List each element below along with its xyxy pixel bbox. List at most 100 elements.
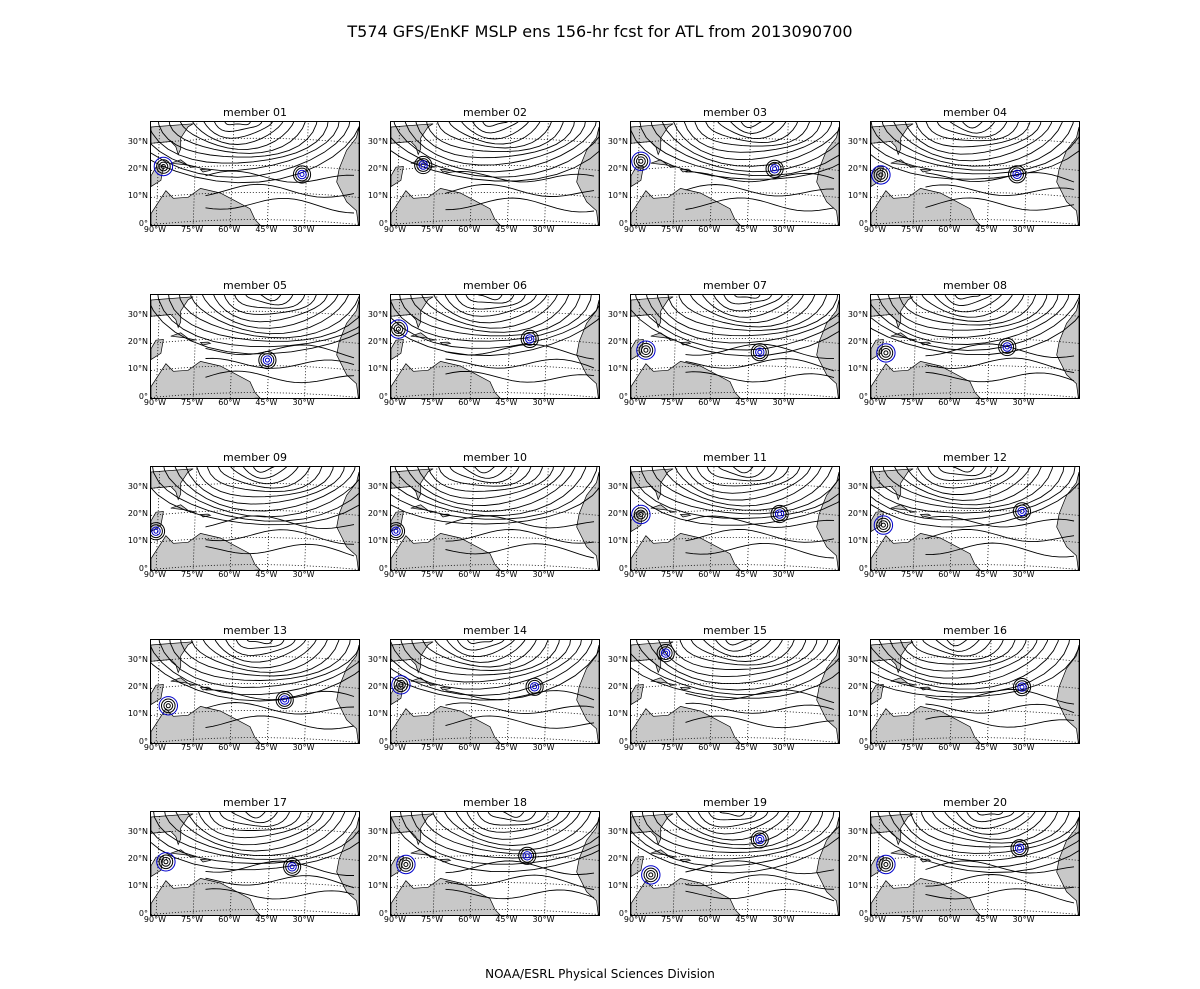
parallel-line	[871, 882, 1079, 888]
storm-contour-1	[1014, 171, 1020, 177]
isobar	[705, 122, 798, 144]
land-afr	[816, 644, 839, 743]
meridian-line	[469, 467, 475, 570]
storm-contour-1	[757, 349, 763, 355]
isobar	[944, 295, 992, 306]
map-frame	[870, 294, 1080, 399]
isobar	[925, 715, 1075, 728]
map-panel: member 03 30°N 20°N 10°N 0° 90°W 75°W 60°W 45°W 3…	[608, 107, 840, 234]
lon-label: 90°W	[863, 570, 886, 579]
map-panel: member 12 30°N 20°N 10°N 0° 90°W 75°W 60°W 45°W 3…	[848, 452, 1080, 579]
lat-label: 30°N	[367, 137, 388, 147]
storm-contour-1	[153, 528, 159, 534]
land-afr	[576, 299, 599, 398]
storm-contour-1	[663, 650, 669, 656]
land-mex	[631, 684, 644, 706]
lat-label: 20°N	[847, 509, 868, 519]
map-frame	[150, 121, 360, 226]
lat-label: 10°N	[127, 364, 148, 374]
isobar	[163, 467, 359, 518]
meridian-line	[784, 123, 789, 225]
land-sa	[631, 361, 741, 398]
map-panel: member 19 30°N 20°N 10°N 0° 90°W 75°W 60°W 45°W 3…	[608, 797, 840, 924]
low-contour-3	[393, 677, 409, 693]
low-contour-1	[395, 326, 401, 332]
lat-label: 0°	[378, 563, 388, 573]
storm-contour-4	[1012, 678, 1032, 697]
isobar	[871, 646, 1079, 698]
meridian-line	[155, 126, 161, 225]
isobar	[706, 467, 778, 482]
parallel-line	[391, 537, 599, 543]
isobar	[445, 184, 595, 197]
isobar	[205, 183, 355, 198]
isobar	[168, 122, 306, 154]
isobar	[702, 295, 794, 318]
isobar	[685, 197, 835, 212]
lon-label: 45°W	[975, 225, 998, 234]
isobar	[906, 467, 1021, 495]
isobar	[152, 467, 359, 522]
meridian-line	[912, 468, 918, 570]
lon-label: 90°W	[143, 225, 166, 234]
mslp-map	[391, 640, 599, 743]
isobar	[202, 640, 317, 669]
isobar	[472, 122, 519, 134]
low-contour-1	[638, 512, 644, 517]
isobar	[955, 812, 1025, 829]
isobar	[411, 640, 549, 671]
map-frame	[150, 466, 360, 571]
storm-contour-1	[289, 864, 295, 870]
isobar	[675, 812, 790, 841]
isobar	[169, 640, 351, 681]
low-contour-4	[391, 319, 409, 339]
meridian-line	[544, 641, 549, 743]
isobar	[198, 812, 313, 839]
lon-label: 90°W	[383, 915, 406, 924]
isobar	[925, 172, 1075, 183]
lon-label: 30°W	[532, 398, 555, 407]
isobar	[205, 860, 354, 876]
meridian-line	[912, 641, 918, 743]
isobar	[391, 640, 571, 683]
meridian-line	[912, 813, 918, 915]
meridian-line	[875, 644, 881, 743]
storm-contour-3	[1010, 167, 1025, 182]
storm-contour-3	[772, 507, 787, 521]
lat-label: 30°N	[127, 310, 148, 320]
storm-contour-3	[1015, 504, 1029, 519]
isobar	[871, 467, 1076, 521]
isobar	[151, 829, 359, 864]
land-hisp	[679, 341, 692, 346]
lon-label: 30°W	[772, 743, 795, 752]
parallel-line	[391, 710, 599, 716]
meridian-line	[266, 640, 272, 743]
storm-contour-1	[1019, 684, 1025, 690]
mslp-map	[871, 467, 1079, 570]
isobar	[218, 467, 311, 489]
lon-label: 30°W	[532, 225, 555, 234]
lon-label: 60°W	[218, 398, 241, 407]
lon-label: 75°W	[181, 225, 204, 234]
parallel-line	[631, 192, 839, 198]
storm-contour-3	[295, 167, 309, 182]
storm-contour-4	[656, 644, 675, 663]
lon-label: 45°W	[495, 743, 518, 752]
lon-label: 45°W	[975, 570, 998, 579]
lat-label: 20°N	[127, 337, 148, 347]
lat-label: 0°	[858, 391, 868, 401]
lon-label: 45°W	[735, 398, 758, 407]
land-sa	[151, 361, 261, 398]
meridian-line	[672, 123, 678, 225]
meridian-line	[986, 295, 992, 398]
isobar	[426, 122, 564, 153]
map-panel: member 17 30°N 20°N 10°N 0° 90°W 75°W 60°W 45°W 3…	[128, 797, 360, 924]
isobar	[445, 529, 595, 544]
storm-contour-4	[765, 159, 784, 178]
panel-title: member 10	[463, 451, 527, 464]
storm-contour-3	[277, 693, 292, 707]
land-sa	[151, 188, 261, 225]
isobar	[205, 543, 355, 557]
low-contour-1	[643, 347, 649, 353]
isobar	[234, 295, 306, 309]
